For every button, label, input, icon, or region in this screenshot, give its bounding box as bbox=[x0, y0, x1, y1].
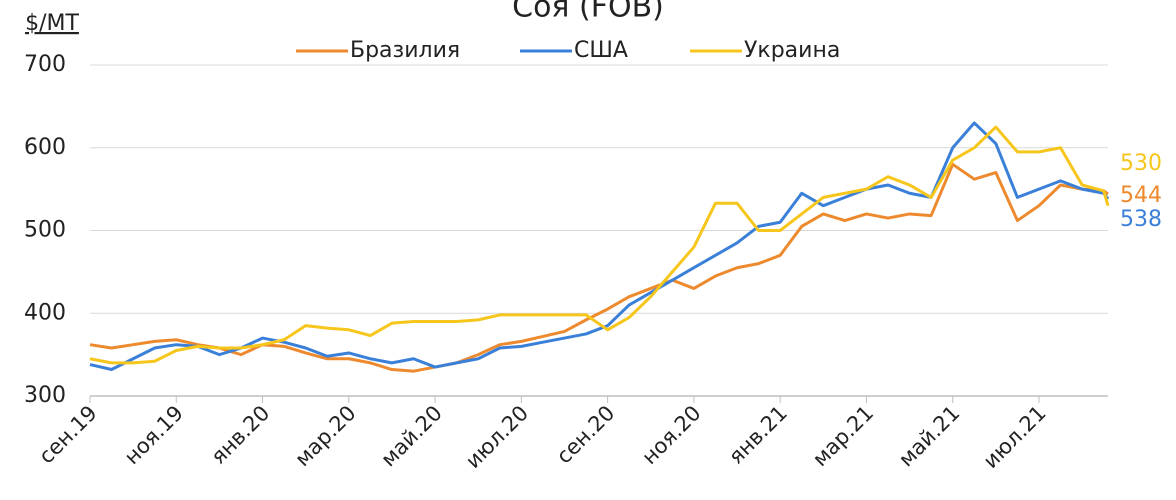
x-tick-label: сен.20 bbox=[552, 401, 620, 469]
x-tick-label: ноя.20 bbox=[637, 401, 705, 469]
legend-label: Украина bbox=[744, 38, 840, 63]
x-tick-label: сен.19 bbox=[34, 401, 102, 469]
x-tick-label: янв.21 bbox=[724, 401, 792, 469]
y-tick-label: 300 bbox=[24, 383, 66, 408]
end-label: 530 bbox=[1120, 151, 1162, 176]
x-tick-label: мар.20 bbox=[290, 401, 360, 471]
line bbox=[89, 121, 1110, 372]
y-tick-label: 400 bbox=[24, 300, 66, 325]
chart-title: Соя (FOB) bbox=[512, 0, 664, 25]
y-axis-label: $/МТ bbox=[25, 11, 79, 36]
x-tick-label: май.20 bbox=[376, 401, 447, 472]
x-tick-label: май.21 bbox=[894, 401, 965, 472]
x-tick-label: янв.20 bbox=[206, 401, 274, 469]
line bbox=[89, 125, 1110, 365]
end-label: 538 bbox=[1120, 207, 1162, 232]
legend-label: Бразилия bbox=[350, 38, 460, 63]
x-tick-label: июл.20 bbox=[461, 401, 533, 473]
x-tick-label: ноя.19 bbox=[120, 401, 188, 469]
x-tick-label: июл.21 bbox=[979, 401, 1051, 473]
y-tick-label: 600 bbox=[24, 135, 66, 160]
y-tick-label: 500 bbox=[24, 218, 66, 243]
line bbox=[89, 162, 1109, 373]
legend-label: США bbox=[574, 38, 628, 63]
x-tick-label: мар.21 bbox=[808, 401, 878, 471]
end-label: 544 bbox=[1120, 183, 1162, 208]
y-tick-label: 700 bbox=[24, 52, 66, 77]
